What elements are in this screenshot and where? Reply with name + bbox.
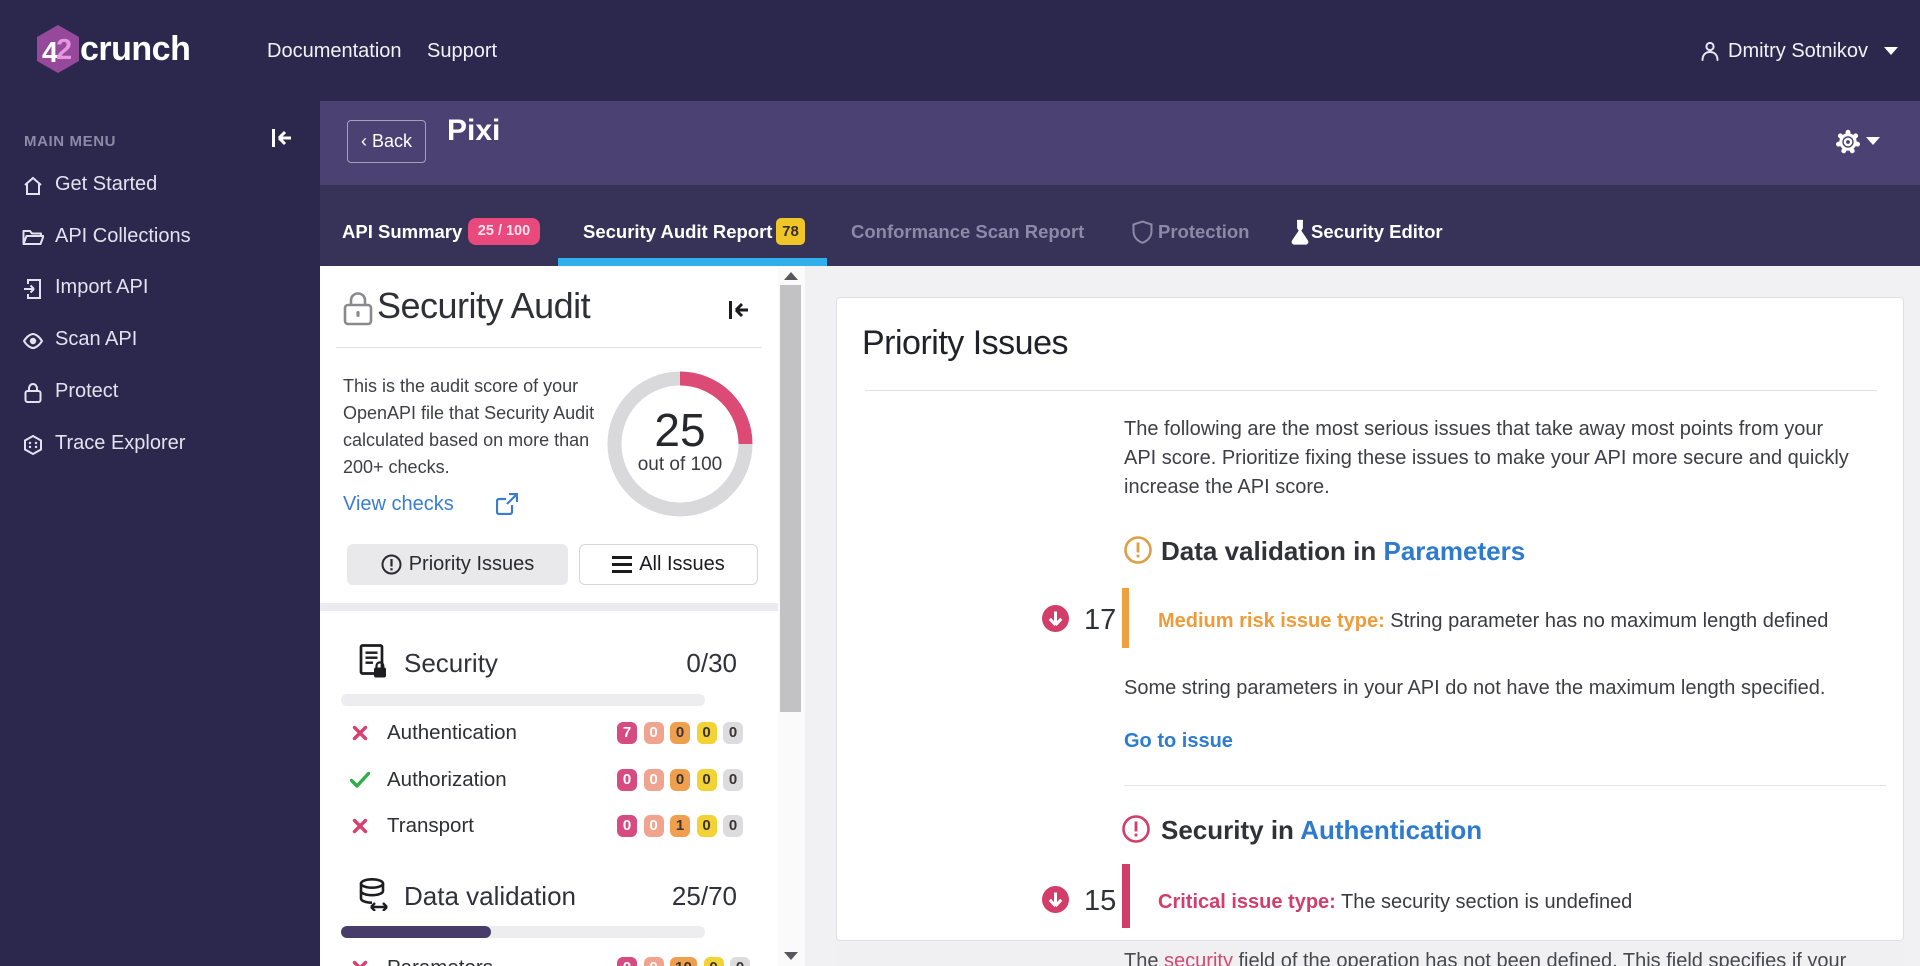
svg-text:2: 2 [56, 34, 72, 66]
svg-text:4: 4 [42, 37, 58, 69]
